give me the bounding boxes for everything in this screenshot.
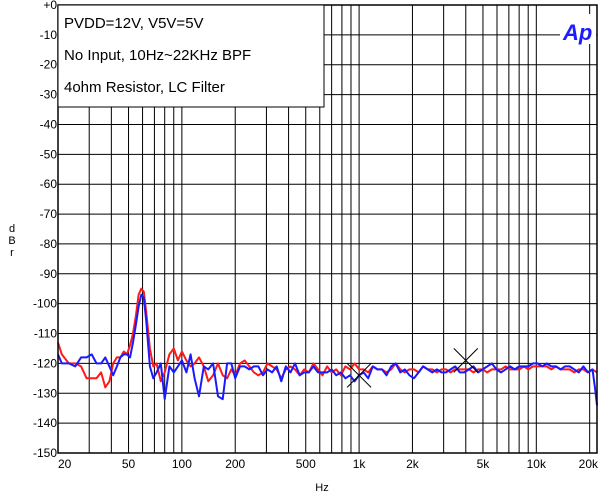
y-tick-label: -10 [40,28,58,42]
x-tick-label: 100 [172,457,192,471]
series-line-2 [57,293,598,406]
annotation-box-frame [57,4,325,108]
y-tick-label: -90 [40,267,58,281]
cursor-marker [453,348,479,373]
y-tick-label: -150 [33,446,57,460]
x-tick-label: 2k [406,457,420,471]
y-tick-label: -140 [33,416,57,430]
y-tick-label: -70 [40,207,58,221]
y-tick-label: +0 [43,0,57,12]
y-tick-label: -40 [40,117,58,131]
x-axis-label: Hz [315,482,328,494]
logo-background [560,14,596,44]
cursor-marker [346,362,372,388]
ap-logo: Ap [562,20,592,45]
series-line-1 [57,287,598,389]
x-tick-labels: 20 50 100 200 500 1k 2k 5k 10k 20k [58,457,599,471]
annotation-box: PVDD=12V, V5V=5V No Input, 10Hz~22KHz BP… [57,4,325,108]
x-tick-label: 20k [579,457,599,471]
y-tick-label: -80 [40,237,58,251]
y-tick-label: -30 [40,88,58,102]
y-tick-label: -100 [33,297,57,311]
x-tick-label: 50 [122,457,136,471]
x-tick-label: 1k [353,457,367,471]
annotation-line-2: No Input, 10Hz~22KHz BPF [64,47,251,64]
y-tick-label: -60 [40,177,58,191]
x-tick-label: 200 [225,457,245,471]
marker-layer [346,348,479,388]
x-tick-label: 500 [296,457,316,471]
x-tick-label: 10k [527,457,547,471]
y-tick-label: -110 [34,327,57,341]
plot-frame [57,4,598,454]
y-tick-label: -120 [33,356,57,370]
y-tick-label: -20 [40,58,58,72]
x-tick-label: 5k [477,457,491,471]
annotation-line-1: PVDD=12V, V5V=5V [64,15,204,32]
y-tick-labels: +0 -10 -20 -30 -40 -50 -60 -70 -80 -90 -100 -110 -12… [33,0,57,460]
y-tick-label: -50 [40,147,58,161]
y-tick-label: -130 [33,386,57,400]
annotation-line-3: 4ohm Resistor, LC Filter [64,79,225,96]
x-tick-label: 20 [58,457,72,471]
series-layer [57,287,598,406]
